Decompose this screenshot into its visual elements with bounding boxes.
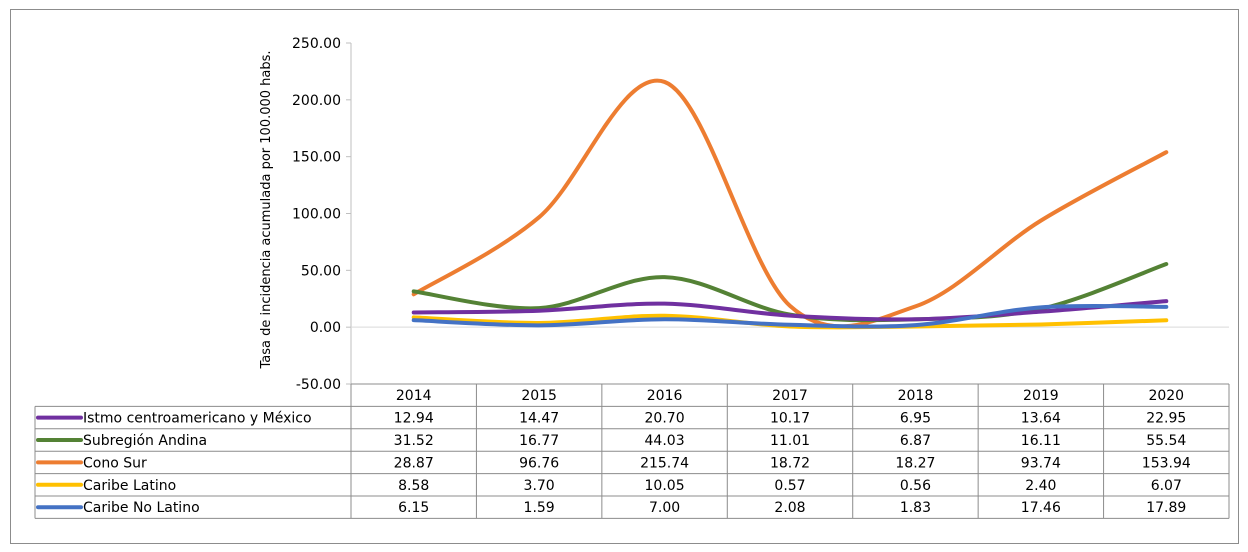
data-table: 2014 2015 2016 2017 2018 2019 2020 Istmo centro…	[35, 384, 1229, 518]
y-tick-label: 50.00	[301, 263, 341, 279]
legend-label: Cono Sur	[83, 455, 147, 471]
data-value-cell: 0.57	[774, 478, 805, 494]
y-tick-label: -50.00	[296, 377, 341, 393]
data-value-cell: 10.17	[770, 411, 810, 427]
data-value-cell: 3.70	[524, 478, 555, 494]
data-value-cell: 6.87	[900, 433, 931, 449]
legend-label: Caribe Latino	[83, 478, 176, 494]
data-value-cell: 16.77	[519, 433, 559, 449]
data-value-cell: 20.70	[645, 411, 685, 427]
y-axis-label: Tasa de incidencia acumulada por 100.000…	[259, 50, 274, 369]
data-value-cell: 28.87	[394, 455, 434, 471]
data-value-cell: 22.95	[1146, 411, 1186, 427]
data-value-cell: 153.94	[1142, 455, 1191, 471]
data-value-cell: 13.64	[1021, 411, 1061, 427]
data-value-cell: 8.58	[398, 478, 429, 494]
x-tick-label: 2020	[1148, 388, 1184, 404]
x-tick-label: 2014	[396, 388, 432, 404]
data-value-cell: 215.74	[640, 455, 689, 471]
data-value-cell: 2.40	[1025, 478, 1056, 494]
data-value-cell: 6.95	[900, 411, 931, 427]
data-value-cell: 17.89	[1146, 500, 1186, 516]
data-value-cell: 16.11	[1021, 433, 1061, 449]
legend-label: Istmo centroamericano y México	[83, 411, 312, 427]
data-value-cell: 14.47	[519, 411, 559, 427]
data-value-cell: 6.07	[1151, 478, 1182, 494]
data-value-cell: 1.59	[524, 500, 555, 516]
x-tick-label: 2015	[521, 388, 557, 404]
y-tick-label: 0.00	[310, 320, 341, 336]
data-value-cell: 6.15	[398, 500, 429, 516]
x-tick-label: 2017	[772, 388, 808, 404]
legend-label: Subregión Andina	[83, 433, 207, 449]
series-line-3	[414, 81, 1167, 327]
data-value-cell: 17.46	[1021, 500, 1061, 516]
y-axis: -50.00 0.00 50.00 100.00 150.00 200.00 250.00	[292, 36, 1229, 393]
y-tick-label: 150.00	[292, 150, 341, 166]
data-value-cell: 44.03	[645, 433, 685, 449]
data-value-cell: 2.08	[774, 500, 805, 516]
data-value-cell: 7.00	[649, 500, 680, 516]
legend-label: Caribe No Latino	[83, 500, 200, 516]
series-lines	[414, 81, 1167, 328]
data-value-cell: 10.05	[645, 478, 685, 494]
y-tick-label: 250.00	[292, 36, 341, 52]
data-value-cell: 12.94	[394, 411, 434, 427]
data-value-cell: 18.72	[770, 455, 810, 471]
y-tick-label: 100.00	[292, 207, 341, 223]
data-value-cell: 93.74	[1021, 455, 1061, 471]
y-tick-label: 200.00	[292, 93, 341, 109]
data-value-cell: 1.83	[900, 500, 931, 516]
data-value-cell: 55.54	[1146, 433, 1186, 449]
data-value-cell: 96.76	[519, 455, 559, 471]
data-value-cell: 18.27	[895, 455, 935, 471]
x-tick-label: 2018	[898, 388, 934, 404]
x-tick-label: 2019	[1023, 388, 1059, 404]
data-value-cell: 31.52	[394, 433, 434, 449]
data-value-cell: 11.01	[770, 433, 810, 449]
x-tick-label: 2016	[647, 388, 683, 404]
data-value-cell: 0.56	[900, 478, 931, 494]
